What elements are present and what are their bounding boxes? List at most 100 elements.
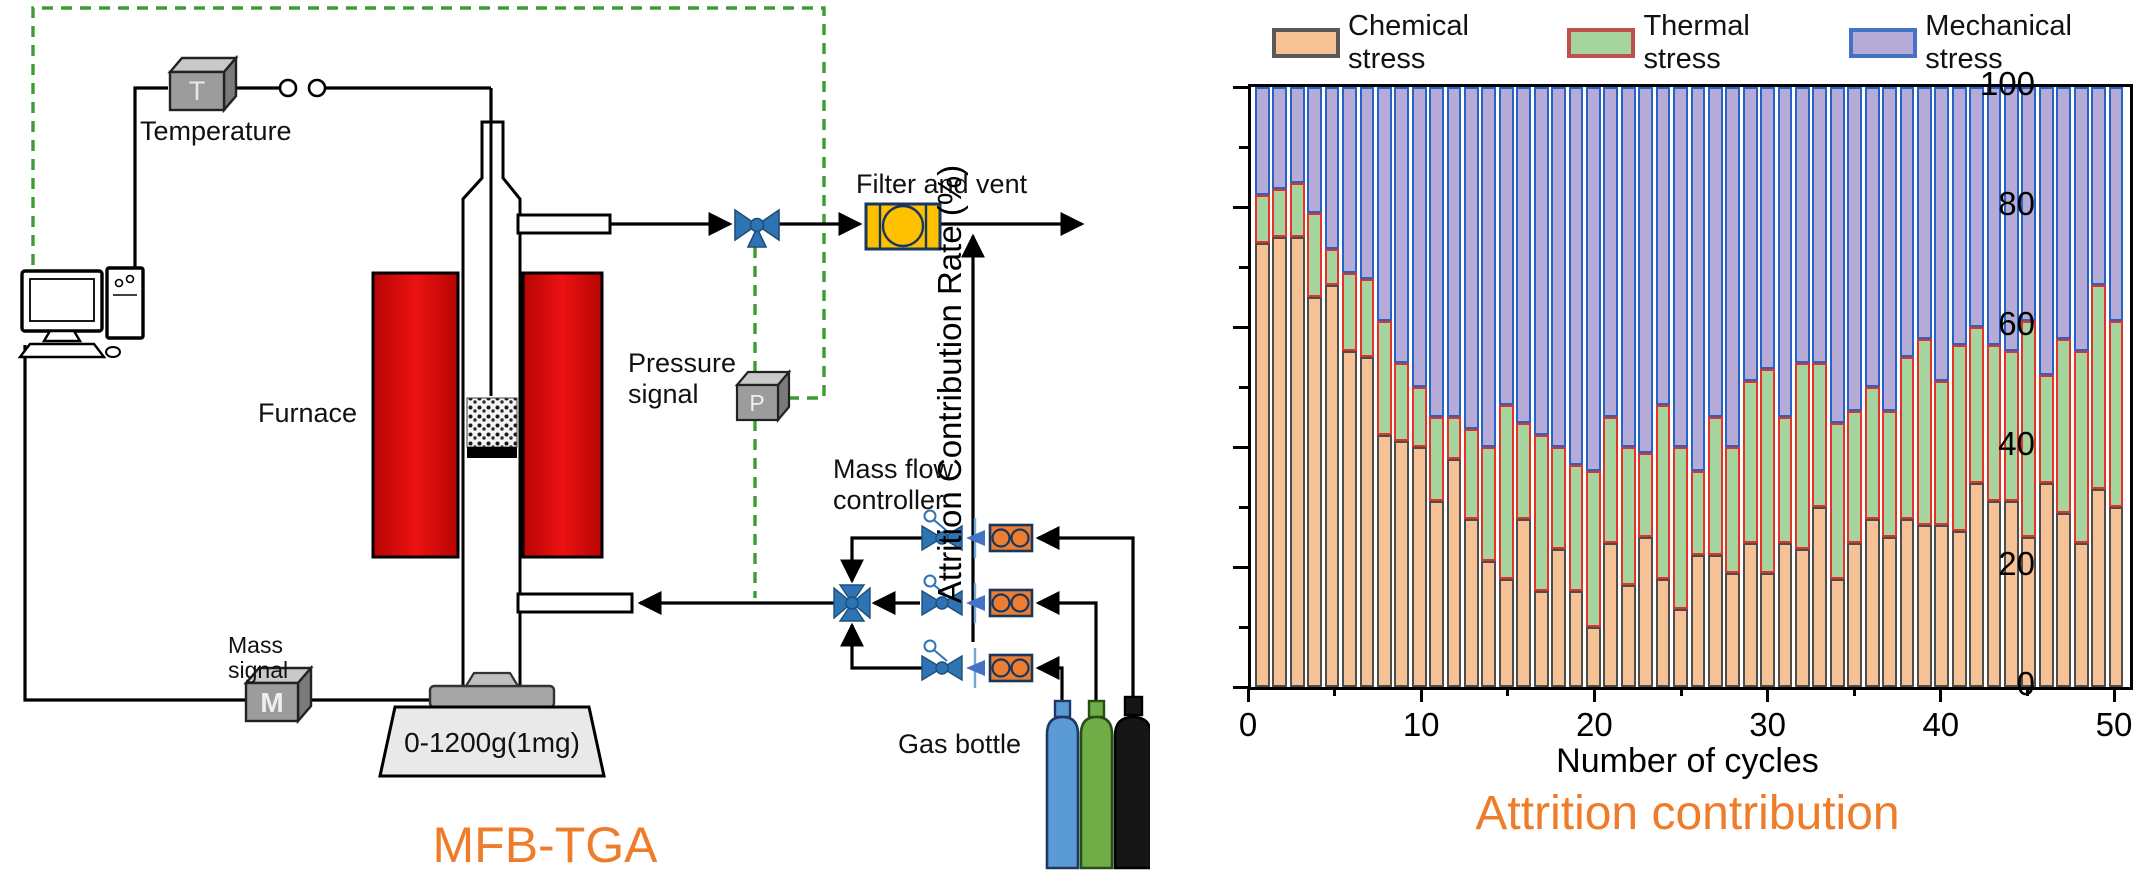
- chem-segment: [1307, 297, 1323, 687]
- bar-cycle-22: [1620, 87, 1636, 687]
- bar-cycle-28: [1725, 87, 1741, 687]
- chem-segment: [1899, 519, 1915, 687]
- therm-segment: [1742, 381, 1758, 543]
- y-major-tick: [1233, 85, 1248, 89]
- therm-segment: [1551, 447, 1566, 549]
- bar-cycle-21: [1603, 87, 1619, 687]
- x-minor-tick: [2025, 687, 2029, 696]
- chem-segment: [1376, 435, 1392, 687]
- mech-segment: [2091, 87, 2106, 285]
- mech-segment: [1481, 87, 1497, 447]
- temperature-sensor-letter: T: [189, 76, 206, 106]
- chem-segment: [1394, 441, 1410, 687]
- chem-segment: [1882, 537, 1897, 687]
- temperature-label: Temperature: [140, 116, 292, 146]
- x-major-tick: [1246, 687, 1250, 702]
- mech-segment: [1742, 87, 1758, 381]
- bar-cycle-45: [2021, 87, 2037, 687]
- mech-segment: [1725, 87, 1741, 447]
- mech-segment: [2056, 87, 2072, 339]
- chem-segment: [1324, 285, 1340, 687]
- mech-segment: [1777, 87, 1793, 417]
- mech-segment: [1307, 87, 1323, 213]
- mass-sensor-letter: M: [260, 687, 283, 718]
- chem-segment: [1516, 519, 1532, 687]
- bar-cycle-11: [1429, 87, 1444, 687]
- pressure-signal-label-2: signal: [628, 379, 699, 409]
- chem-segment: [1986, 501, 2002, 687]
- bar-cycle-19: [1568, 87, 1584, 687]
- signal-dashed-lines: [31, 6, 826, 598]
- bar-cycle-39: [1916, 87, 1932, 687]
- chem-segment: [2021, 537, 2037, 687]
- mech-segment: [2021, 87, 2037, 321]
- gas-bottle-black: [1113, 695, 1153, 870]
- therm-segment: [1760, 369, 1775, 573]
- therm-segment: [1603, 417, 1619, 543]
- connector-dot: [307, 78, 327, 98]
- therm-segment: [1464, 429, 1479, 519]
- chem-segment: [1934, 525, 1950, 687]
- bar-cycle-46: [2038, 87, 2054, 687]
- mech-segment: [1376, 87, 1392, 321]
- mass-signal-label-1: Mass: [228, 632, 283, 658]
- x-minor-tick: [1333, 687, 1337, 696]
- chart-panel-title: Attrition contribution: [1475, 787, 1900, 840]
- mech-segment: [1603, 87, 1619, 417]
- therm-segment: [2004, 351, 2019, 501]
- computer-icon: [17, 266, 145, 359]
- mech-segment: [1429, 87, 1444, 417]
- therm-segment: [1847, 411, 1863, 543]
- therm-segment: [1568, 465, 1584, 591]
- therm-segment: [1620, 447, 1636, 585]
- bar-cycle-18: [1551, 87, 1566, 687]
- mech-segment: [1812, 87, 1828, 363]
- mech-segment: [1324, 87, 1340, 249]
- bar-cycle-23: [1638, 87, 1654, 687]
- therm-segment: [1533, 435, 1549, 591]
- y-tick-label: 0: [2016, 665, 2035, 702]
- legend-swatch: [1567, 28, 1636, 58]
- therm-segment: [2056, 339, 2072, 513]
- mech-segment: [1934, 87, 1950, 381]
- bar-cycle-15: [1498, 87, 1514, 687]
- therm-segment: [1812, 363, 1828, 507]
- x-axis-title: Number of cycles: [1556, 742, 1819, 780]
- therm-segment: [1673, 447, 1688, 609]
- apparatus-schematic: T Temperature Furnace: [17, 6, 1153, 873]
- therm-segment: [1882, 411, 1897, 537]
- mech-segment: [1916, 87, 1932, 339]
- diagram-title: MFB-TGA: [433, 817, 659, 873]
- therm-segment: [1394, 363, 1410, 441]
- outlet-line: [610, 212, 1085, 642]
- bar-cycle-4: [1307, 87, 1323, 687]
- therm-segment: [1899, 357, 1915, 519]
- chem-segment: [2056, 513, 2072, 687]
- chem-segment: [1725, 573, 1741, 687]
- reactor-outlet-arm: [516, 213, 612, 235]
- y-tick-label: 80: [1998, 185, 2035, 222]
- mech-segment: [1673, 87, 1688, 447]
- bar-cycle-16: [1516, 87, 1532, 687]
- therm-segment: [1864, 387, 1880, 519]
- therm-segment: [1655, 405, 1671, 579]
- bar-cycle-49: [2091, 87, 2106, 687]
- mfc-row-1: [921, 509, 1034, 558]
- mass-flow-label-2: controller: [833, 485, 944, 515]
- bar-cycle-47: [2056, 87, 2072, 687]
- therm-segment: [1411, 387, 1427, 447]
- chem-segment: [1690, 555, 1706, 687]
- chem-segment: [1272, 237, 1288, 687]
- bar-cycle-24: [1655, 87, 1671, 687]
- mech-segment: [1882, 87, 1897, 411]
- therm-segment: [2073, 351, 2089, 543]
- chem-segment: [2073, 543, 2089, 687]
- legend-item-1: Thermal stress: [1567, 10, 1823, 76]
- chem-segment: [1603, 543, 1619, 687]
- pressure-sensor-letter: P: [749, 390, 764, 416]
- bar-cycle-30: [1760, 87, 1775, 687]
- mech-segment: [1951, 87, 1967, 345]
- balance-range-label: 0-1200g(1mg): [404, 727, 580, 758]
- therm-segment: [1986, 345, 2002, 501]
